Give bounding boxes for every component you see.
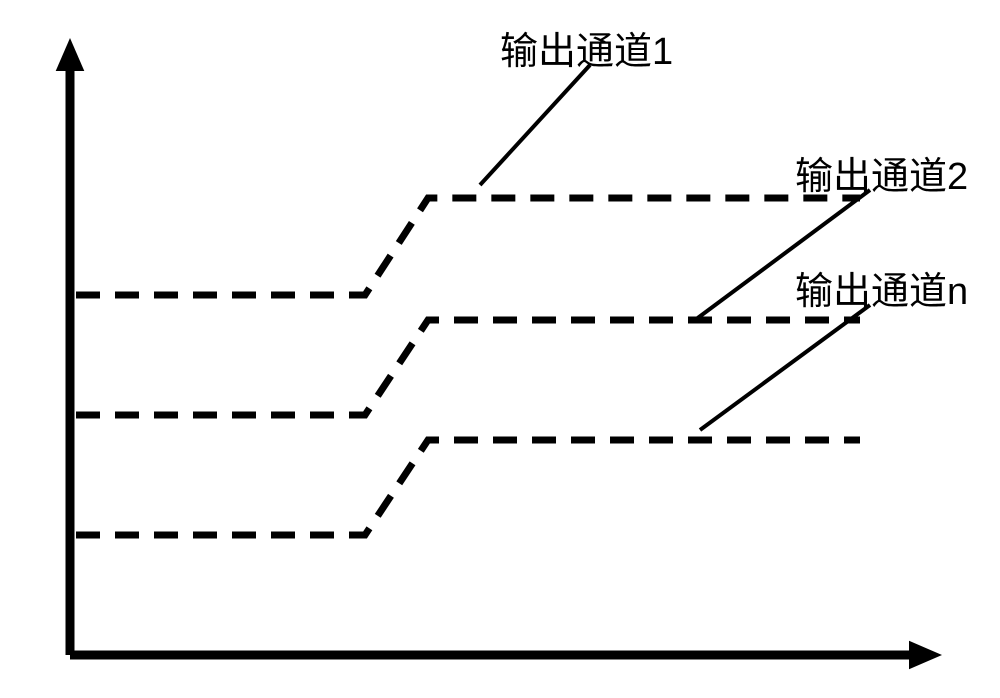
series-line-channeln [76,440,860,535]
series-line-channel1 [76,198,860,295]
step-chart: 输出通道1 输出通道2 输出通道n [0,0,1000,693]
leader-line-channeln [700,305,870,430]
series-label-channel1: 输出通道1 [500,20,673,75]
series-label-channel2: 输出通道2 [795,145,968,200]
series-label-channeln: 输出通道n [795,260,968,315]
chart-svg [0,0,1000,693]
leader-line-channel1 [480,65,590,185]
